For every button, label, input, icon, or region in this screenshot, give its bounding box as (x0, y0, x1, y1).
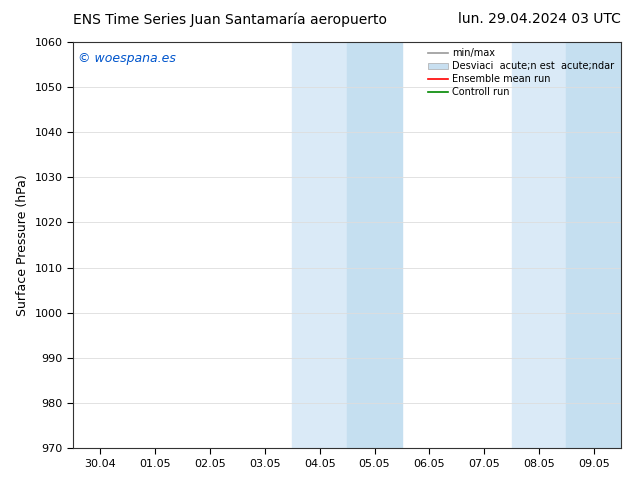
Text: lun. 29.04.2024 03 UTC: lun. 29.04.2024 03 UTC (458, 12, 621, 26)
Bar (347, 42, 402, 448)
Bar (512, 42, 567, 448)
Text: © woespana.es: © woespana.es (79, 52, 176, 65)
Legend: min/max, Desviaci  acute;n est  acute;ndar, Ensemble mean run, Controll run: min/max, Desviaci acute;n est acute;ndar… (424, 45, 618, 101)
Y-axis label: Surface Pressure (hPa): Surface Pressure (hPa) (16, 174, 29, 316)
Text: ENS Time Series Juan Santamaría aeropuerto: ENS Time Series Juan Santamaría aeropuer… (73, 12, 387, 27)
Bar (567, 42, 621, 448)
Bar (292, 42, 347, 448)
